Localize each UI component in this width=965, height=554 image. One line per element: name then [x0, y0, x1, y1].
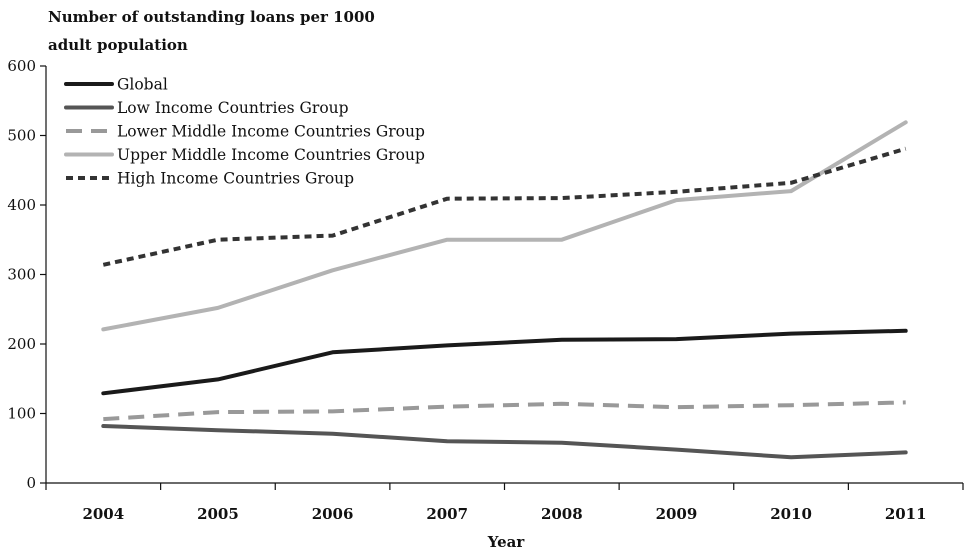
legend-label-4: High Income Countries Group: [117, 170, 354, 188]
y-tick-label: 0: [26, 474, 36, 492]
y-tick-label: 100: [7, 405, 36, 423]
x-tick-label: 2011: [885, 505, 927, 523]
y-axis-label-line-1: Number of outstanding loans per 1000: [48, 8, 375, 26]
x-tick-label: 2004: [82, 505, 124, 523]
legend-label-3: Upper Middle Income Countries Group: [117, 146, 425, 164]
series-line-0: [101, 328, 908, 396]
y-axis-label-line-2: adult population: [48, 36, 188, 54]
legend-label-2: Lower Middle Income Countries Group: [117, 123, 425, 141]
x-axis-label: Year: [487, 533, 526, 551]
y-tick-label: 600: [7, 57, 36, 75]
legend-label-1: Low Income Countries Group: [117, 99, 349, 117]
x-tick-label: 2007: [426, 505, 468, 523]
y-tick-label: 500: [7, 127, 36, 145]
series-line-3: [101, 120, 908, 332]
series-lines: [101, 120, 908, 460]
y-tick-label: 300: [7, 266, 36, 284]
series-line-4: [102, 146, 907, 267]
series-line-1: [101, 424, 908, 460]
y-tick-label: 400: [7, 196, 36, 214]
x-tick-label: 2005: [197, 505, 239, 523]
x-tick-label: 2006: [312, 505, 354, 523]
legend: Global Low Income Countries Group Lower Mi…: [64, 76, 425, 188]
y-tick-label: 200: [7, 335, 36, 353]
x-tick-label: 2008: [541, 505, 583, 523]
legend-label-0: Global: [117, 76, 168, 94]
y-ticks: 0 100 200 300 400 500 600: [7, 57, 46, 492]
x-tick-label: 2010: [770, 505, 812, 523]
x-tick-label: 2009: [656, 505, 698, 523]
series-line-2: [103, 400, 906, 422]
x-ticks: 2004 2005 2006 2007 2008 2009 2010 2011: [45, 483, 964, 523]
